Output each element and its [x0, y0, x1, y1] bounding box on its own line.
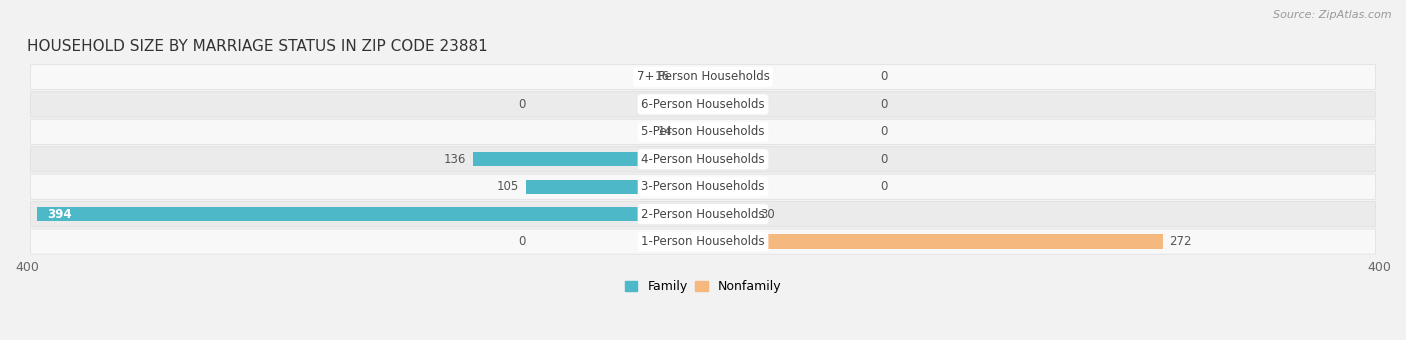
Bar	[526, 180, 703, 194]
FancyBboxPatch shape	[31, 119, 1375, 144]
Text: 0: 0	[880, 98, 887, 111]
Text: 2-Person Households: 2-Person Households	[641, 208, 765, 221]
Text: 5-Person Households: 5-Person Households	[641, 125, 765, 138]
Text: 272: 272	[1170, 235, 1192, 248]
Text: 0: 0	[519, 98, 526, 111]
Bar	[676, 70, 703, 84]
Text: 0: 0	[880, 125, 887, 138]
FancyBboxPatch shape	[31, 147, 1375, 172]
Text: 394: 394	[48, 208, 72, 221]
FancyBboxPatch shape	[31, 202, 1375, 227]
FancyBboxPatch shape	[31, 64, 1375, 90]
Text: HOUSEHOLD SIZE BY MARRIAGE STATUS IN ZIP CODE 23881: HOUSEHOLD SIZE BY MARRIAGE STATUS IN ZIP…	[27, 39, 488, 54]
Text: 0: 0	[880, 153, 887, 166]
Text: 136: 136	[444, 153, 467, 166]
Text: 4-Person Households: 4-Person Households	[641, 153, 765, 166]
Text: 0: 0	[519, 235, 526, 248]
Text: Source: ZipAtlas.com: Source: ZipAtlas.com	[1274, 10, 1392, 20]
Text: 0: 0	[880, 180, 887, 193]
Text: 7+ Person Households: 7+ Person Households	[637, 70, 769, 84]
FancyBboxPatch shape	[31, 229, 1375, 254]
Bar	[474, 152, 703, 166]
Legend: Family, Nonfamily: Family, Nonfamily	[624, 280, 782, 293]
Text: 105: 105	[496, 180, 519, 193]
Bar	[703, 235, 1163, 249]
Text: 30: 30	[761, 208, 775, 221]
FancyBboxPatch shape	[31, 174, 1375, 199]
Text: 1-Person Households: 1-Person Households	[641, 235, 765, 248]
Text: 6-Person Households: 6-Person Households	[641, 98, 765, 111]
Text: 16: 16	[654, 70, 669, 84]
Bar	[679, 125, 703, 139]
Text: 14: 14	[658, 125, 672, 138]
Bar	[37, 207, 703, 221]
FancyBboxPatch shape	[31, 92, 1375, 117]
Text: 3-Person Households: 3-Person Households	[641, 180, 765, 193]
Text: 0: 0	[880, 70, 887, 84]
Bar	[703, 207, 754, 221]
